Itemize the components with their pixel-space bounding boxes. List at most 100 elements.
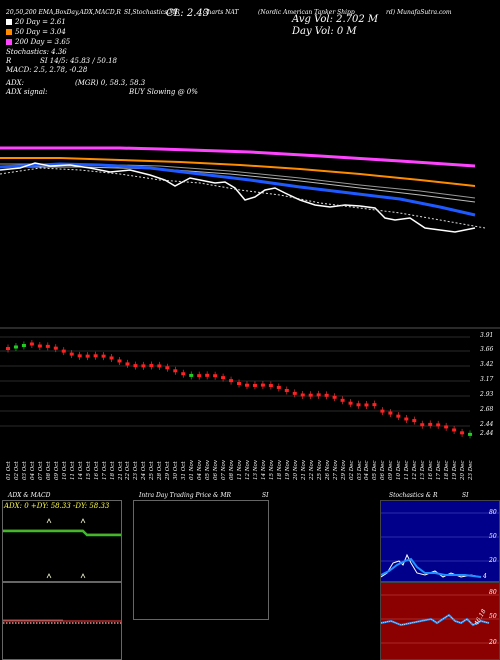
date-label: 13 Dec: [420, 460, 427, 481]
date-label: 22 Nov: [308, 460, 315, 480]
legend-swatch-50: [6, 29, 12, 35]
candle: [356, 400, 361, 409]
candle: [13, 343, 18, 351]
candle: [21, 341, 26, 350]
r-label: R: [6, 57, 12, 65]
price-tick-7: 2.44: [480, 421, 494, 428]
candle: [428, 420, 433, 429]
stoch-d-line: [381, 557, 482, 578]
candle: [252, 381, 257, 390]
adx-panel: ADX: 0 +DY: 58.33 -DY: 58.33: [2, 500, 122, 582]
candle-body: [468, 432, 473, 436]
date-label: 06 Nov: [213, 460, 220, 480]
ema-200-line: [0, 146, 476, 168]
candle: [412, 416, 417, 425]
candle-body: [420, 423, 425, 427]
charts-label: Charts NAT: [203, 9, 239, 16]
candle: [364, 400, 369, 409]
adx-panel-title: ADX & MACD: [8, 492, 51, 499]
day-volume: Day Vol: 0 M: [292, 26, 357, 37]
candle-body: [388, 411, 393, 415]
date-label: 25 Nov: [316, 460, 323, 480]
candle-body: [436, 423, 441, 427]
candle: [460, 428, 465, 437]
candle-body: [117, 359, 122, 363]
date-label: 02 Dec: [348, 460, 355, 481]
adx-label: ADX:: [6, 79, 25, 87]
candle-body: [428, 422, 433, 426]
dotted-line: [0, 167, 486, 229]
date-label: 29 Nov: [340, 460, 347, 480]
date-label: 05 Dec: [372, 460, 379, 481]
date-label: 15 Oct: [85, 461, 92, 480]
candle: [229, 376, 234, 385]
candle: [276, 383, 281, 392]
candle-body: [284, 388, 289, 392]
date-axis: 01 Oct 02 Oct 03 Oct 04 Oct 07 Oct 08 Oct 09 O…: [0, 438, 480, 488]
close-price: CL: 2.43: [166, 8, 210, 19]
candle-body: [149, 364, 154, 368]
intraday-panel: [133, 500, 269, 620]
candle-body: [268, 384, 273, 388]
candle-body: [213, 374, 218, 378]
candle: [284, 386, 289, 395]
stochastics-panel-si: SI: [462, 492, 469, 499]
candle-body: [444, 425, 449, 429]
candle-body: [165, 366, 170, 370]
candle-body: [300, 393, 305, 397]
date-label: 11 Dec: [404, 460, 411, 481]
candle-body: [77, 354, 82, 358]
date-label: 14 Nov: [260, 460, 267, 480]
macd-plot: [3, 619, 121, 624]
candle-body: [452, 428, 457, 432]
date-label: 18 Nov: [276, 460, 283, 480]
candle: [444, 422, 449, 431]
date-label: 15 Nov: [268, 460, 275, 480]
date-label: 04 Dec: [364, 460, 371, 481]
candle: [37, 342, 42, 351]
candle: [316, 390, 321, 399]
date-label: 21 Oct: [117, 461, 124, 480]
date-label: 27 Nov: [332, 460, 339, 480]
candle-body: [93, 354, 98, 358]
adx-green-line: [3, 529, 121, 537]
price-tick-6: 2.68: [480, 406, 494, 413]
candle-body: [85, 354, 90, 358]
date-label: 02 Oct: [13, 461, 20, 480]
date-label: 01 Oct: [6, 461, 12, 480]
candle: [133, 361, 138, 370]
candle: [308, 391, 313, 400]
legend-label-20: 20 Day = 2.61: [15, 18, 66, 26]
legend-ema-200: 200 Day = 3.65: [6, 38, 70, 46]
date-label: 14 Oct: [77, 461, 84, 480]
candle-body: [221, 376, 226, 380]
date-label: 08 Oct: [45, 461, 52, 480]
adx-plot: [3, 518, 121, 579]
adx-marker-3: [46, 573, 52, 579]
date-label: 09 Oct: [53, 461, 60, 480]
candle-body: [260, 383, 265, 387]
candle: [6, 344, 10, 353]
candle: [141, 361, 146, 370]
date-label: 26 Nov: [324, 460, 331, 480]
header-ema-line: 20,50,200 EMA,BoxDay,ADX,MACD,R: [6, 9, 121, 16]
candle-body: [460, 431, 465, 435]
candle: [61, 347, 66, 356]
date-label: 10 Oct: [61, 461, 68, 480]
adx-signal-value: BUY Slowing @ 0%: [129, 88, 198, 96]
date-label: 13 Nov: [252, 460, 259, 480]
macd-panel: [2, 582, 122, 660]
ema-chart: [0, 146, 500, 329]
candle: [125, 359, 130, 368]
date-label: 03 Dec: [356, 460, 363, 481]
date-label: 06 Dec: [380, 460, 387, 481]
date-label: 20 Nov: [292, 460, 299, 480]
stochastics-readout: Stochastics: 4.36: [6, 48, 67, 56]
date-label: 07 Oct: [37, 461, 44, 480]
candle: [324, 391, 329, 400]
candle: [197, 371, 202, 380]
date-label: 22 Oct: [125, 461, 132, 480]
adx-signal-label: ADX signal:: [6, 88, 48, 96]
si-readout: SI 14/5: 45.83 / 50.18: [40, 57, 117, 65]
adx-marker-4: [80, 573, 86, 579]
